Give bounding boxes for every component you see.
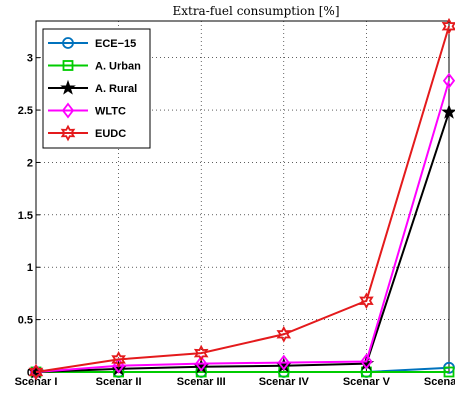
y-tick-label: 1 <box>27 262 33 274</box>
chart-title: Extra-fuel consumption [%] <box>172 4 339 18</box>
data-point <box>276 325 292 343</box>
data-point <box>360 353 373 370</box>
legend-item: WLTC <box>48 102 126 119</box>
legend-label: EUDC <box>95 128 126 140</box>
data-point <box>193 344 209 362</box>
data-point <box>277 354 290 371</box>
legend-item: A. Rural <box>48 79 137 95</box>
legend-marker <box>60 79 76 95</box>
data-point <box>195 355 208 372</box>
x-axis-ticks: Scenar I Scenar II Scenar III Scenar IV Scen… <box>15 368 455 388</box>
series-line <box>35 25 450 373</box>
x-tick-label: Scenar V <box>343 376 391 388</box>
legend-marker <box>62 60 74 71</box>
series-line <box>35 80 450 373</box>
legend-item: A. Urban <box>48 60 141 73</box>
legend-marker <box>62 37 74 49</box>
data-point <box>443 366 455 378</box>
legend-label: A. Rural <box>95 83 137 95</box>
x-tick-label: Scenar I <box>15 376 58 388</box>
y-tick-label: 3 <box>27 53 33 65</box>
x-tick-label: Scenar IV <box>259 376 310 388</box>
y-tick-label: 2 <box>27 157 33 169</box>
data-point <box>112 357 125 374</box>
data-point <box>359 292 374 310</box>
x-tick-label: Scenar II <box>96 376 142 388</box>
legend-item: ECE−15 <box>48 37 136 50</box>
legend-item: EUDC <box>48 124 126 142</box>
series-layer <box>28 17 455 381</box>
y-tick-label: 1.5 <box>18 210 33 222</box>
y-tick-label: 0 <box>27 367 33 379</box>
series-eudc <box>28 17 455 381</box>
y-tick-label: 0.5 <box>18 315 33 327</box>
x-tick-label: Scenar III <box>177 376 226 388</box>
series-line <box>35 111 450 373</box>
data-point <box>441 103 455 119</box>
legend-label: ECE−15 <box>95 38 136 50</box>
y-tick-label: 2.5 <box>18 105 33 117</box>
data-point <box>442 72 455 89</box>
x-tick-label: Scenar VI <box>424 376 455 388</box>
y-axis-ticks: 0 0.5 1 1.5 2 2.5 3 <box>18 53 40 379</box>
data-point <box>28 363 44 381</box>
data-point <box>111 351 126 368</box>
legend: ECE−15 A. Urban A. Rural WLTC EUDC <box>42 28 151 149</box>
legend-label: A. Urban <box>95 61 141 73</box>
legend-marker <box>60 124 76 142</box>
legend-label: WLTC <box>95 106 126 118</box>
legend-marker <box>61 102 75 119</box>
